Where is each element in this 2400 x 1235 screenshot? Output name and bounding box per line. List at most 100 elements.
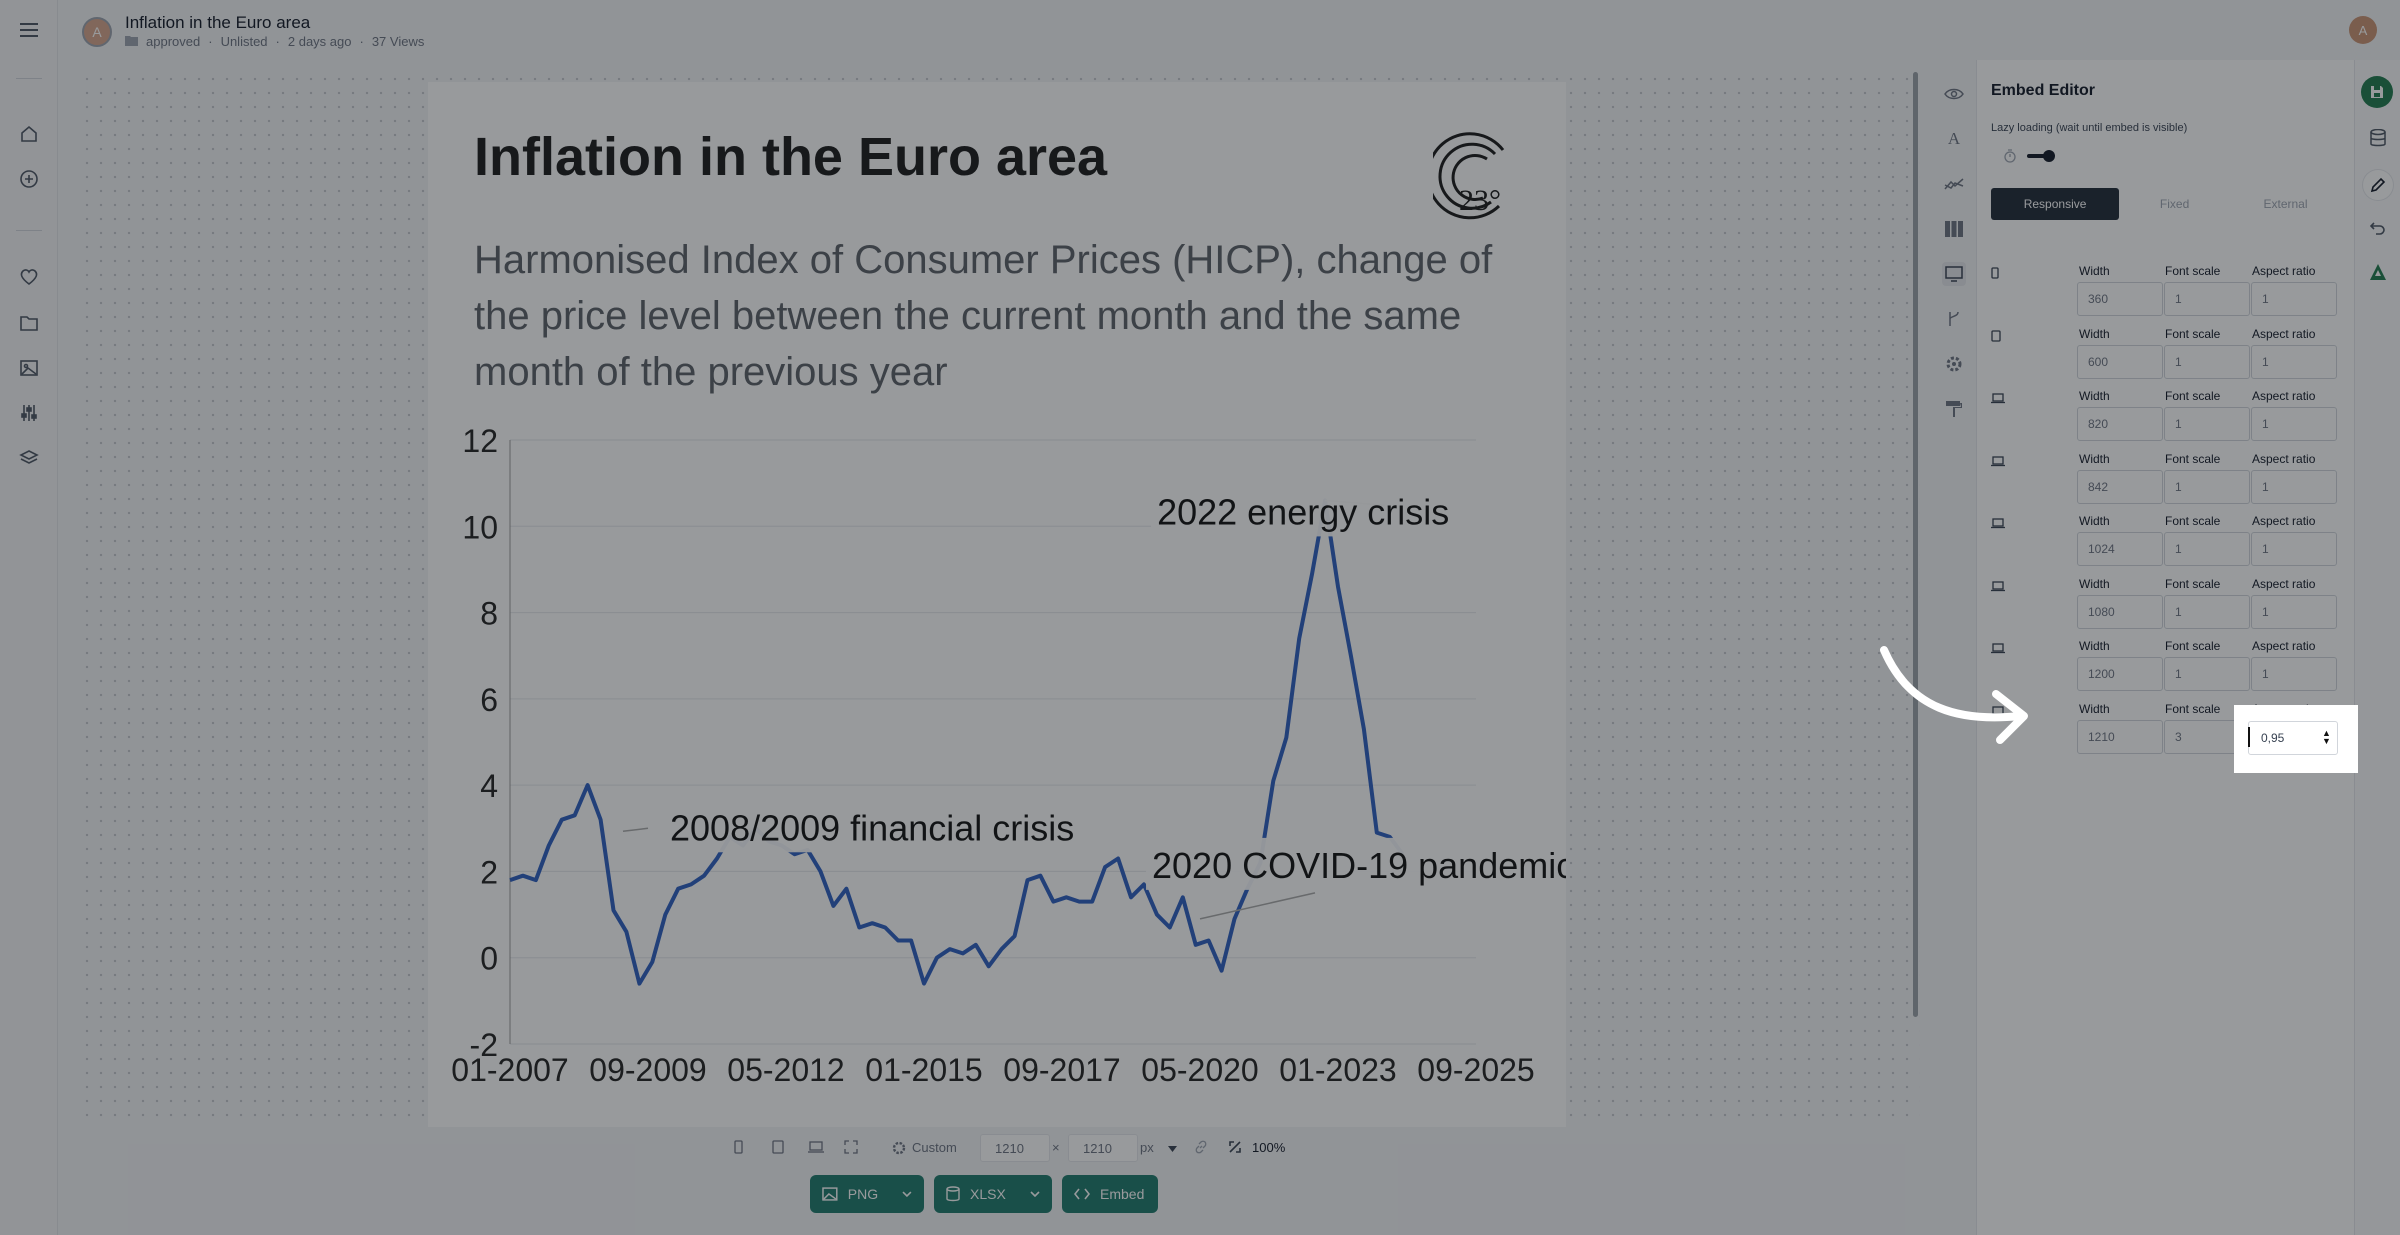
breakpoint-width-input[interactable]: 842 [2077,469,2163,504]
annotation-label: 2020 COVID-19 pandemic [1152,845,1566,886]
avatar[interactable]: A [82,17,112,47]
export-png-button[interactable]: PNG [810,1175,924,1213]
breakpoint-width-input[interactable]: 600 [2077,344,2163,379]
heart-icon[interactable] [16,264,42,290]
annotation-label: 2022 energy crisis [1157,491,1449,532]
eye-icon[interactable] [1942,82,1966,106]
meta-separator: · [275,34,280,49]
meta-views: 37 Views [371,34,425,49]
breakpoint-width-input[interactable]: 360 [2077,282,2163,316]
layers-icon[interactable] [16,445,42,471]
annotation-connector [1199,892,1316,920]
width-label: Width [2079,576,2110,591]
bottom-toolbar: Custom 1210 × 1210 px 100% [728,1134,1308,1164]
meta-separator: · [359,34,364,49]
home-icon[interactable] [16,121,42,147]
publish-icon[interactable] [2366,260,2390,284]
branch-icon[interactable] [1942,307,1966,331]
mobile-preview-icon[interactable] [734,1140,743,1154]
text-icon[interactable]: A [1947,129,1961,148]
aspect-ratio-label: Aspect ratio [2252,514,2316,528]
aspect-ratio-label: Aspect ratio [2252,451,2316,466]
xlsx-label: XLSX [970,1186,1006,1202]
custom-size-label: Custom [912,1140,957,1155]
canvas-scrollbar[interactable] [1913,72,1918,1017]
breakpoint-aspect-ratio-input[interactable]: 1 [2251,532,2337,566]
embed-button[interactable]: Embed [1062,1175,1158,1213]
tablet-preview-icon[interactable] [772,1140,784,1154]
fullscreen-icon[interactable] [844,1140,858,1154]
document-meta: approved · Unlisted · 2 days ago · 37 Vi… [125,34,424,49]
breakpoint-font-scale-input[interactable]: 1 [2164,469,2250,504]
width-label: Width [2079,514,2110,528]
hamburger-menu-icon[interactable] [16,17,42,43]
database-icon[interactable] [2366,126,2390,150]
lazy-loading-toggle[interactable] [2027,150,2055,162]
custom-size[interactable]: Custom [892,1140,957,1155]
width-label: Width [2079,639,2110,653]
meta-visibility: Unlisted [220,34,268,49]
folder-icon[interactable] [16,310,42,336]
link-icon[interactable] [1194,1140,1208,1154]
annotation-box [1146,837,1566,890]
y-tick-label: 6 [480,682,498,718]
annotation-label: 2008/2009 financial crisis [670,807,1074,848]
breakpoint-aspect-ratio-input[interactable]: 1 [2251,594,2337,629]
user-avatar[interactable]: A [2349,16,2377,44]
image-icon[interactable] [16,355,42,381]
breakpoint-width-input[interactable]: 1200 [2077,657,2163,691]
width-input[interactable]: 1210 [980,1134,1050,1162]
width-label: Width [2079,451,2110,466]
breakpoint-aspect-ratio-input[interactable]: 1 [2251,469,2337,504]
breakpoint-width-input[interactable]: 820 [2077,407,2163,441]
tab-external[interactable]: External [2263,197,2308,211]
breakpoint-width-input[interactable]: 1210 [2077,719,2163,754]
add-icon[interactable] [16,166,42,192]
x-tick-label: 01-2023 [1279,1052,1396,1088]
line-chart-icon[interactable] [1942,172,1966,196]
breakpoint-font-scale-input[interactable]: 1 [2164,407,2250,441]
table-icon[interactable] [1942,217,1966,241]
breakpoint-aspect-ratio-input[interactable]: 1 [2251,344,2337,379]
nav-divider [16,230,42,231]
breakpoint-font-scale-input[interactable]: 1 [2164,532,2250,566]
breakpoint-width-input[interactable]: 1024 [2077,532,2163,566]
desktop-preview-icon[interactable] [808,1140,824,1154]
aspect-ratio-label: Aspect ratio [2252,639,2316,653]
zoom-level[interactable]: 100% [1252,1140,1286,1155]
pencil-icon[interactable] [2363,170,2393,200]
breakpoint-aspect-ratio-input[interactable]: 1 [2251,282,2337,316]
breakpoint-font-scale-input[interactable]: 1 [2164,594,2250,629]
image-icon [822,1187,838,1201]
gear-icon[interactable] [1942,352,1966,376]
y-tick-label: 12 [462,423,498,459]
stepper-arrows-icon[interactable]: ▲ ▼ [2322,728,2331,746]
breakpoint-font-scale-input[interactable]: 1 [2164,657,2250,691]
unit-select[interactable]: px [1140,1140,1177,1155]
tab-responsive[interactable]: Responsive [1991,188,2120,220]
meta-folder[interactable]: approved [146,34,201,49]
x-tick-label: 05-2020 [1141,1052,1258,1088]
nav-divider [16,78,42,79]
breakpoint-font-scale-input[interactable]: 1 [2164,344,2250,379]
embed-editor-icon[interactable] [1942,262,1966,286]
save-button[interactable] [2361,76,2393,108]
font-scale-label: Font scale [2165,389,2221,403]
breakpoint-aspect-ratio-input[interactable]: 1 [2251,657,2337,691]
sliders-icon[interactable] [16,400,42,426]
breakpoint-width-input[interactable]: 1080 [2077,594,2163,629]
zoom-icon[interactable] [1228,1140,1242,1154]
breakpoint-aspect-ratio-input[interactable]: 1 [2251,407,2337,441]
document-title[interactable]: Inflation in the Euro area [125,13,311,32]
breakpoint-row: Width Font scale Aspect ratio 1024 1 1 [1977,510,2355,572]
lazy-loading-label: Lazy loading (wait until embed is visibl… [1991,122,2188,134]
paint-roller-icon[interactable] [1942,397,1966,421]
height-input[interactable]: 1210 [1068,1134,1138,1162]
panel-title: Embed Editor [1991,82,2096,99]
aspect-ratio-label: Aspect ratio [2252,389,2316,403]
export-xlsx-button[interactable]: XLSX [934,1175,1052,1213]
tab-fixed[interactable]: Fixed [2159,197,2190,211]
breakpoint-font-scale-input[interactable]: 1 [2164,282,2250,316]
undo-icon[interactable] [2366,216,2390,240]
brand-logo: 23° [1433,132,1505,220]
